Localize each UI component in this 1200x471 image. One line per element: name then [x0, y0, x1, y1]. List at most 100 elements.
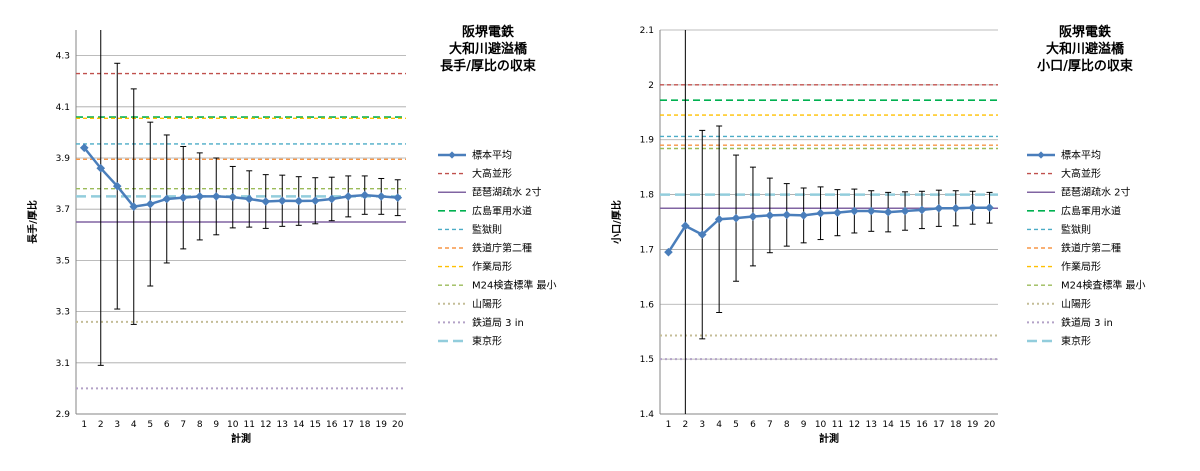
x-tick-label: 16 — [916, 420, 928, 430]
data-point — [277, 196, 287, 206]
x-tick-label: 3 — [699, 420, 705, 430]
legend-label: 琵琶湖疏水 2寸 — [472, 186, 542, 199]
chart-1: 2.93.13.33.53.73.94.14.31 2 3 4 5 6 7 8 9 10 11 12 1… — [26, 24, 557, 445]
data-point — [112, 181, 122, 191]
data-point — [343, 192, 353, 201]
x-tick-label: 9 — [801, 420, 807, 430]
data-point — [900, 206, 910, 216]
y-tick-label: 3.9 — [56, 154, 71, 164]
y-tick-label: 3.5 — [56, 256, 70, 266]
y-tick-label: 4.1 — [56, 103, 70, 113]
data-point — [833, 208, 842, 217]
x-tick-label: 17 — [343, 420, 354, 430]
data-point — [376, 192, 386, 201]
x-tick-label: 17 — [933, 420, 944, 430]
legend-label: M24検査標準 最小 — [1061, 279, 1146, 292]
data-point — [327, 194, 337, 204]
legend-label: 作業局形 — [1061, 260, 1101, 273]
x-tick-label: 8 — [784, 420, 790, 430]
x-tick-label: 13 — [277, 420, 288, 430]
x-tick-label: 12 — [849, 420, 860, 430]
data-point — [96, 163, 106, 173]
legend-marker — [448, 151, 456, 159]
legend-label: 標本平均 — [1061, 149, 1101, 162]
data-point — [195, 192, 205, 201]
x-tick-label: 20 — [392, 420, 404, 430]
data-point — [244, 194, 254, 204]
data-point — [129, 202, 139, 211]
x-tick-label: 19 — [376, 420, 388, 430]
x-tick-label: 3 — [114, 420, 120, 430]
y-tick-label: 3.7 — [56, 205, 70, 215]
y-axis-title: 長手/厚比 — [26, 200, 39, 244]
data-point — [360, 190, 370, 200]
data-point — [79, 143, 89, 153]
data-point — [228, 192, 238, 202]
y-tick-label: 1.4 — [640, 410, 655, 420]
legend-label: 鉄道庁第二種 — [472, 242, 532, 255]
chart-title-line: 阪堺電鉄 — [1059, 24, 1111, 40]
chart-title-line: 大和川避溢橋 — [1046, 41, 1125, 57]
data-point — [883, 207, 893, 217]
chart-2: 1.41.51.61.71.81.922.11 2 3 4 5 6 7 8 9 10 11 12 13 1… — [610, 24, 1146, 445]
y-tick-label: 2.9 — [56, 410, 71, 420]
y-tick-label: 4.3 — [56, 52, 70, 62]
data-point — [951, 203, 961, 213]
data-point — [310, 196, 320, 206]
x-tick-label: 13 — [866, 420, 877, 430]
data-point — [866, 206, 876, 216]
x-axis-title: 計測 — [819, 432, 839, 445]
data-point — [294, 196, 304, 206]
data-point — [765, 211, 775, 220]
legend-label: 作業局形 — [472, 260, 512, 273]
x-tick-label: 6 — [164, 420, 170, 430]
x-tick-label: 4 — [131, 420, 137, 430]
y-tick-label: 1.7 — [640, 245, 654, 255]
legend-label: 鉄道局 3 in — [1061, 316, 1113, 329]
y-tick-label: 2.1 — [640, 26, 654, 36]
data-point — [145, 199, 155, 209]
legend-label: 山陽形 — [472, 298, 502, 310]
x-tick-label: 15 — [310, 420, 321, 430]
x-axis-title: 計測 — [231, 432, 251, 445]
data-point — [934, 203, 944, 213]
legend-label: 監獄則 — [472, 223, 502, 236]
x-tick-label: 2 — [98, 420, 104, 430]
x-tick-label: 18 — [359, 420, 371, 430]
series-line — [667, 206, 990, 253]
legend-label: M24検査標準 最小 — [472, 279, 557, 292]
data-point — [917, 205, 927, 215]
x-tick-label: 7 — [180, 420, 186, 430]
x-tick-label: 9 — [213, 420, 219, 430]
x-tick-label: 10 — [227, 420, 239, 430]
data-point — [681, 221, 690, 231]
data-point — [850, 206, 859, 216]
x-tick-label: 5 — [733, 420, 739, 430]
x-tick-label: 10 — [815, 420, 827, 430]
data-point — [664, 247, 673, 257]
data-point — [782, 210, 792, 220]
chart-title-line: 長手/厚比の収束 — [440, 58, 537, 74]
legend-label: 東京形 — [1061, 335, 1091, 348]
legend-label: 広島軍用水道 — [472, 204, 532, 217]
data-point — [393, 193, 403, 202]
x-tick-label: 15 — [899, 420, 910, 430]
data-point — [714, 214, 724, 224]
data-point — [211, 192, 221, 201]
legend-label: 監獄則 — [1061, 223, 1091, 236]
legend-label: 東京形 — [472, 335, 502, 348]
y-tick-label: 3.1 — [56, 359, 70, 369]
x-tick-label: 5 — [147, 420, 153, 430]
data-point — [968, 203, 977, 213]
x-tick-label: 2 — [682, 420, 688, 430]
x-tick-label: 11 — [832, 420, 843, 430]
x-tick-label: 1 — [81, 420, 87, 430]
data-point — [697, 230, 707, 239]
chart-title-line: 大和川避溢橋 — [449, 41, 528, 57]
legend-label: 広島軍用水道 — [1061, 204, 1121, 217]
data-point — [731, 213, 741, 223]
x-tick-label: 14 — [882, 420, 894, 430]
